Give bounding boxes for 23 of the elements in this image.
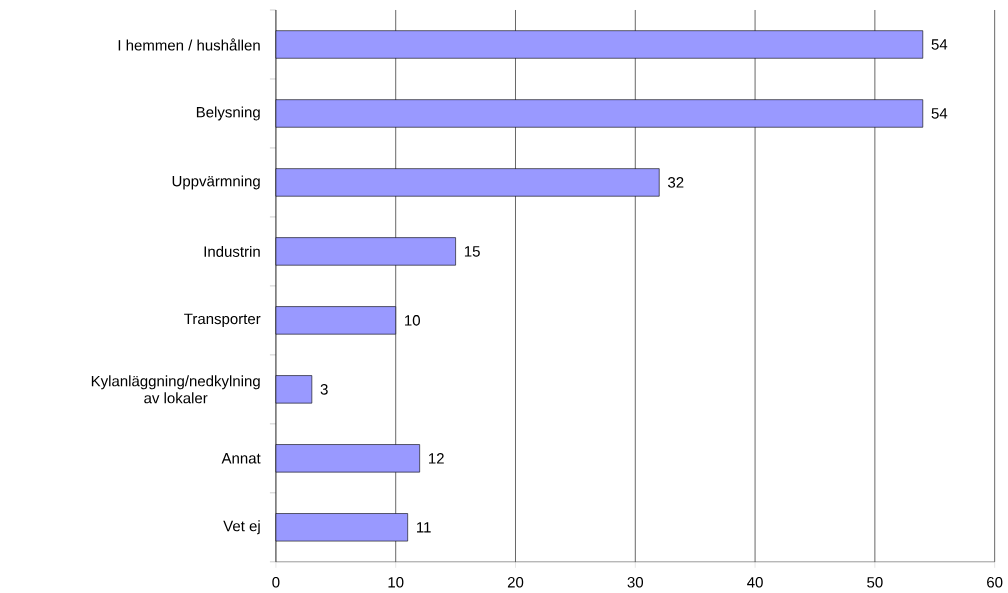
data-label: 32 [668,177,684,188]
x-tick-label: 40 [747,577,763,588]
data-label: 54 [931,39,948,50]
x-tick-label: 0 [272,577,280,588]
data-label: 10 [405,315,420,326]
data-label: 15 [464,246,480,257]
y-tick-label: Uppvärmning [172,175,260,190]
y-tick-label: Vet ej [223,520,260,535]
x-tick-label: 10 [388,577,404,588]
x-tick-label: 30 [627,577,644,588]
y-tick-label: Annat [221,453,261,464]
x-tick-label: 50 [867,577,883,588]
y-tick-label: I hemmen / hushållen [118,38,260,51]
data-label: 11 [417,522,431,533]
y-tick-label: Industrin [204,246,260,258]
data-label: 3 [320,384,328,395]
y-tick-label: Belysning [196,106,260,121]
y-tick-label: Kylanläggning/nedkylning av lokaler [91,375,260,404]
data-label: 12 [429,453,444,464]
data-label: 54 [931,108,948,119]
x-tick-label: 20 [507,577,524,588]
x-tick-label: 60 [987,577,1003,588]
y-tick-label: Transporter [184,313,261,328]
